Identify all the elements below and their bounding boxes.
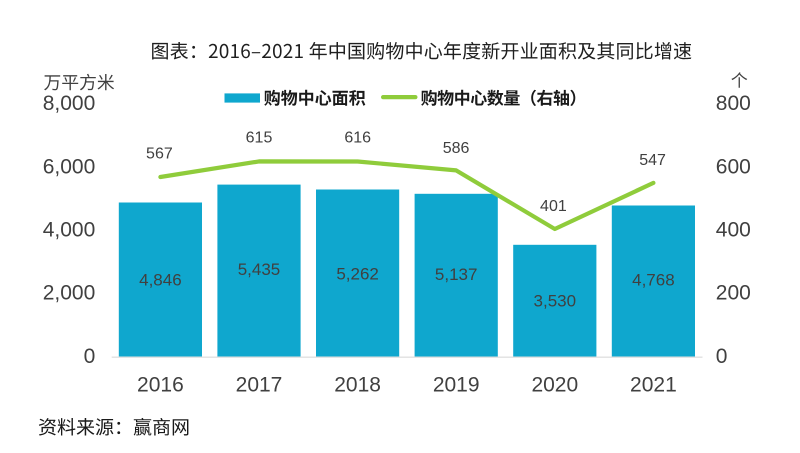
svg-text:8,000: 8,000 <box>43 92 96 115</box>
svg-text:586: 586 <box>443 140 470 157</box>
svg-text:2,000: 2,000 <box>43 282 96 305</box>
svg-text:2018: 2018 <box>334 374 381 397</box>
svg-text:547: 547 <box>639 152 666 169</box>
svg-text:2016: 2016 <box>137 374 184 397</box>
svg-text:4,768: 4,768 <box>632 271 675 290</box>
svg-text:5,137: 5,137 <box>435 265 478 284</box>
svg-text:200: 200 <box>716 282 751 305</box>
svg-text:600: 600 <box>716 155 751 178</box>
svg-text:4,846: 4,846 <box>139 271 182 290</box>
svg-text:6,000: 6,000 <box>43 155 96 178</box>
svg-text:800: 800 <box>716 92 751 115</box>
svg-text:0: 0 <box>84 345 96 368</box>
svg-text:2019: 2019 <box>433 374 480 397</box>
svg-text:5,262: 5,262 <box>336 265 379 284</box>
svg-text:2017: 2017 <box>236 374 283 397</box>
svg-text:4,000: 4,000 <box>43 219 96 242</box>
svg-text:2021: 2021 <box>630 374 677 397</box>
svg-text:400: 400 <box>716 219 751 242</box>
svg-text:567: 567 <box>146 146 173 163</box>
svg-text:615: 615 <box>246 130 273 147</box>
svg-text:0: 0 <box>716 345 728 368</box>
svg-text:616: 616 <box>344 129 371 146</box>
svg-text:5,435: 5,435 <box>238 260 281 279</box>
svg-text:3,530: 3,530 <box>534 292 577 311</box>
svg-text:2020: 2020 <box>531 374 578 397</box>
svg-text:401: 401 <box>540 198 567 215</box>
